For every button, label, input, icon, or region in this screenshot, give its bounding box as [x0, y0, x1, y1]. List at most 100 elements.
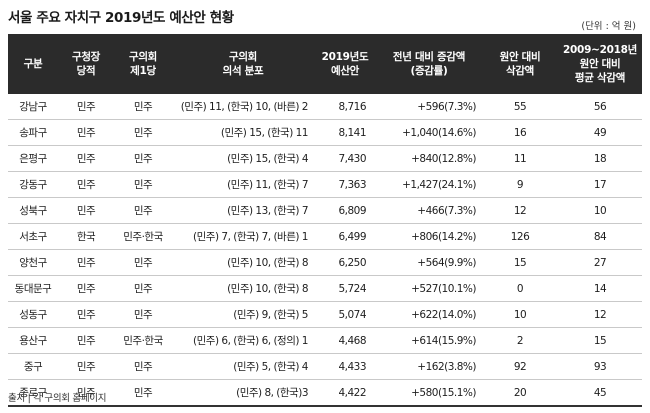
header-yoy-change: 전년 대비 증감액 (증감률): [376, 34, 482, 94]
council-majority-cell: 민주: [114, 275, 172, 302]
district-cell: 강동구: [8, 171, 58, 198]
mayor-party-cell: 민주: [58, 327, 114, 354]
budget-cell: 5,074: [314, 301, 376, 328]
avg-cut-cell: 45: [558, 379, 642, 407]
district-cell: 강남구: [8, 94, 58, 120]
change-cell: +806(14.2%): [376, 223, 482, 250]
mayor-party-cell: 민주: [58, 379, 114, 407]
table-body: 강남구 민주 민주 (민주) 11, (한국) 10, (바른) 2 8,716 +596…: [8, 94, 642, 407]
district-cell: 송파구: [8, 119, 58, 146]
budget-cell: 4,433: [314, 353, 376, 380]
council-majority-cell: 민주: [114, 197, 172, 224]
mayor-party-cell: 민주: [58, 301, 114, 328]
seat-distribution-cell: (민주) 13, (한국) 7: [172, 197, 314, 224]
header-council-majority: 구의회 제1당: [114, 34, 172, 94]
table-row: 서초구 한국 민주·한국 (민주) 7, (한국) 7, (바른) 1 6,499 +80…: [8, 223, 642, 250]
avg-cut-cell: 18: [558, 145, 642, 172]
district-cell: 종로구: [8, 379, 58, 407]
header-mayor-party: 구청장 당적: [58, 34, 114, 94]
table-row: 중구 민주 민주 (민주) 5, (한국) 4 4,433 +162(3.8%) 92 93: [8, 353, 642, 380]
budget-cell: 8,141: [314, 119, 376, 146]
seat-distribution-cell: (민주) 11, (한국) 7: [172, 171, 314, 198]
seat-distribution-cell: (민주) 7, (한국) 7, (바른) 1: [172, 223, 314, 250]
council-majority-cell: 민주: [114, 379, 172, 407]
avg-cut-cell: 15: [558, 327, 642, 354]
council-majority-cell: 민주·한국: [114, 327, 172, 354]
avg-cut-cell: 12: [558, 301, 642, 328]
unit-label: (단위 : 억 원): [581, 21, 636, 32]
cut-amount-cell: 2: [482, 327, 558, 354]
avg-cut-cell: 27: [558, 249, 642, 276]
budget-cell: 7,363: [314, 171, 376, 198]
cut-amount-cell: 15: [482, 249, 558, 276]
table-row: 성북구 민주 민주 (민주) 13, (한국) 7 6,809 +466(7.3%) 12 1…: [8, 197, 642, 224]
header-avg-cut: 2009~2018년 원안 대비 평균 삭감액: [558, 34, 642, 94]
seat-distribution-cell: (민주) 15, (한국) 4: [172, 145, 314, 172]
council-majority-cell: 민주: [114, 171, 172, 198]
district-cell: 성북구: [8, 197, 58, 224]
council-majority-cell: 민주: [114, 119, 172, 146]
table-row: 동대문구 민주 민주 (민주) 10, (한국) 8 5,724 +527(10.1%) 0…: [8, 275, 642, 302]
cut-amount-cell: 12: [482, 197, 558, 224]
change-cell: +840(12.8%): [376, 145, 482, 172]
seat-distribution-cell: (민주) 8, (한국)3: [172, 379, 314, 407]
seat-distribution-cell: (민주) 10, (한국) 8: [172, 275, 314, 302]
budget-table: 구분 구청장 당적 구의회 제1당 구의회 의석 분포 2019년도 예산안 전년 대비…: [8, 34, 642, 407]
avg-cut-cell: 14: [558, 275, 642, 302]
cut-amount-cell: 20: [482, 379, 558, 407]
district-cell: 성동구: [8, 301, 58, 328]
source-note: 출처 | 각 구의회 홈페이지: [8, 393, 107, 404]
district-cell: 서초구: [8, 223, 58, 250]
mayor-party-cell: 민주: [58, 249, 114, 276]
change-cell: +1,040(14.6%): [376, 119, 482, 146]
header-district: 구분: [8, 34, 58, 94]
budget-cell: 6,809: [314, 197, 376, 224]
avg-cut-cell: 49: [558, 119, 642, 146]
table-row: 성동구 민주 민주 (민주) 9, (한국) 5 5,074 +622(14.0%) 10 1…: [8, 301, 642, 328]
change-cell: +466(7.3%): [376, 197, 482, 224]
cut-amount-cell: 11: [482, 145, 558, 172]
seat-distribution-cell: (민주) 5, (한국) 4: [172, 353, 314, 380]
council-majority-cell: 민주: [114, 353, 172, 380]
cut-amount-cell: 10: [482, 301, 558, 328]
change-cell: +614(15.9%): [376, 327, 482, 354]
table-row: 강동구 민주 민주 (민주) 11, (한국) 7 7,363 +1,427(24.1%)…: [8, 171, 642, 198]
header-seat-distribution: 구의회 의석 분포: [172, 34, 314, 94]
budget-cell: 5,724: [314, 275, 376, 302]
district-cell: 중구: [8, 353, 58, 380]
avg-cut-cell: 93: [558, 353, 642, 380]
mayor-party-cell: 민주: [58, 94, 114, 120]
budget-cell: 7,430: [314, 145, 376, 172]
district-cell: 은평구: [8, 145, 58, 172]
change-cell: +596(7.3%): [376, 94, 482, 120]
page-title: 서울 주요 자치구 2019년도 예산안 현황: [8, 10, 234, 26]
mayor-party-cell: 한국: [58, 223, 114, 250]
cut-amount-cell: 55: [482, 94, 558, 120]
mayor-party-cell: 민주: [58, 353, 114, 380]
cut-amount-cell: 0: [482, 275, 558, 302]
seat-distribution-cell: (민주) 6, (한국) 6, (정의) 1: [172, 327, 314, 354]
mayor-party-cell: 민주: [58, 145, 114, 172]
seat-distribution-cell: (민주) 10, (한국) 8: [172, 249, 314, 276]
seat-distribution-cell: (민주) 11, (한국) 10, (바른) 2: [172, 94, 314, 120]
mayor-party-cell: 민주: [58, 171, 114, 198]
change-cell: +580(15.1%): [376, 379, 482, 407]
council-majority-cell: 민주: [114, 249, 172, 276]
mayor-party-cell: 민주: [58, 275, 114, 302]
council-majority-cell: 민주: [114, 301, 172, 328]
mayor-party-cell: 민주: [58, 119, 114, 146]
table-row: 용산구 민주 민주·한국 (민주) 6, (한국) 6, (정의) 1 4,468 +61…: [8, 327, 642, 354]
cut-amount-cell: 16: [482, 119, 558, 146]
district-cell: 동대문구: [8, 275, 58, 302]
budget-cell: 6,250: [314, 249, 376, 276]
header-budget-2019: 2019년도 예산안: [314, 34, 376, 94]
change-cell: +622(14.0%): [376, 301, 482, 328]
district-cell: 용산구: [8, 327, 58, 354]
change-cell: +527(10.1%): [376, 275, 482, 302]
council-majority-cell: 민주·한국: [114, 223, 172, 250]
avg-cut-cell: 84: [558, 223, 642, 250]
table-row: 강남구 민주 민주 (민주) 11, (한국) 10, (바른) 2 8,716 +596…: [8, 94, 642, 120]
council-majority-cell: 민주: [114, 94, 172, 120]
budget-cell: 4,422: [314, 379, 376, 407]
